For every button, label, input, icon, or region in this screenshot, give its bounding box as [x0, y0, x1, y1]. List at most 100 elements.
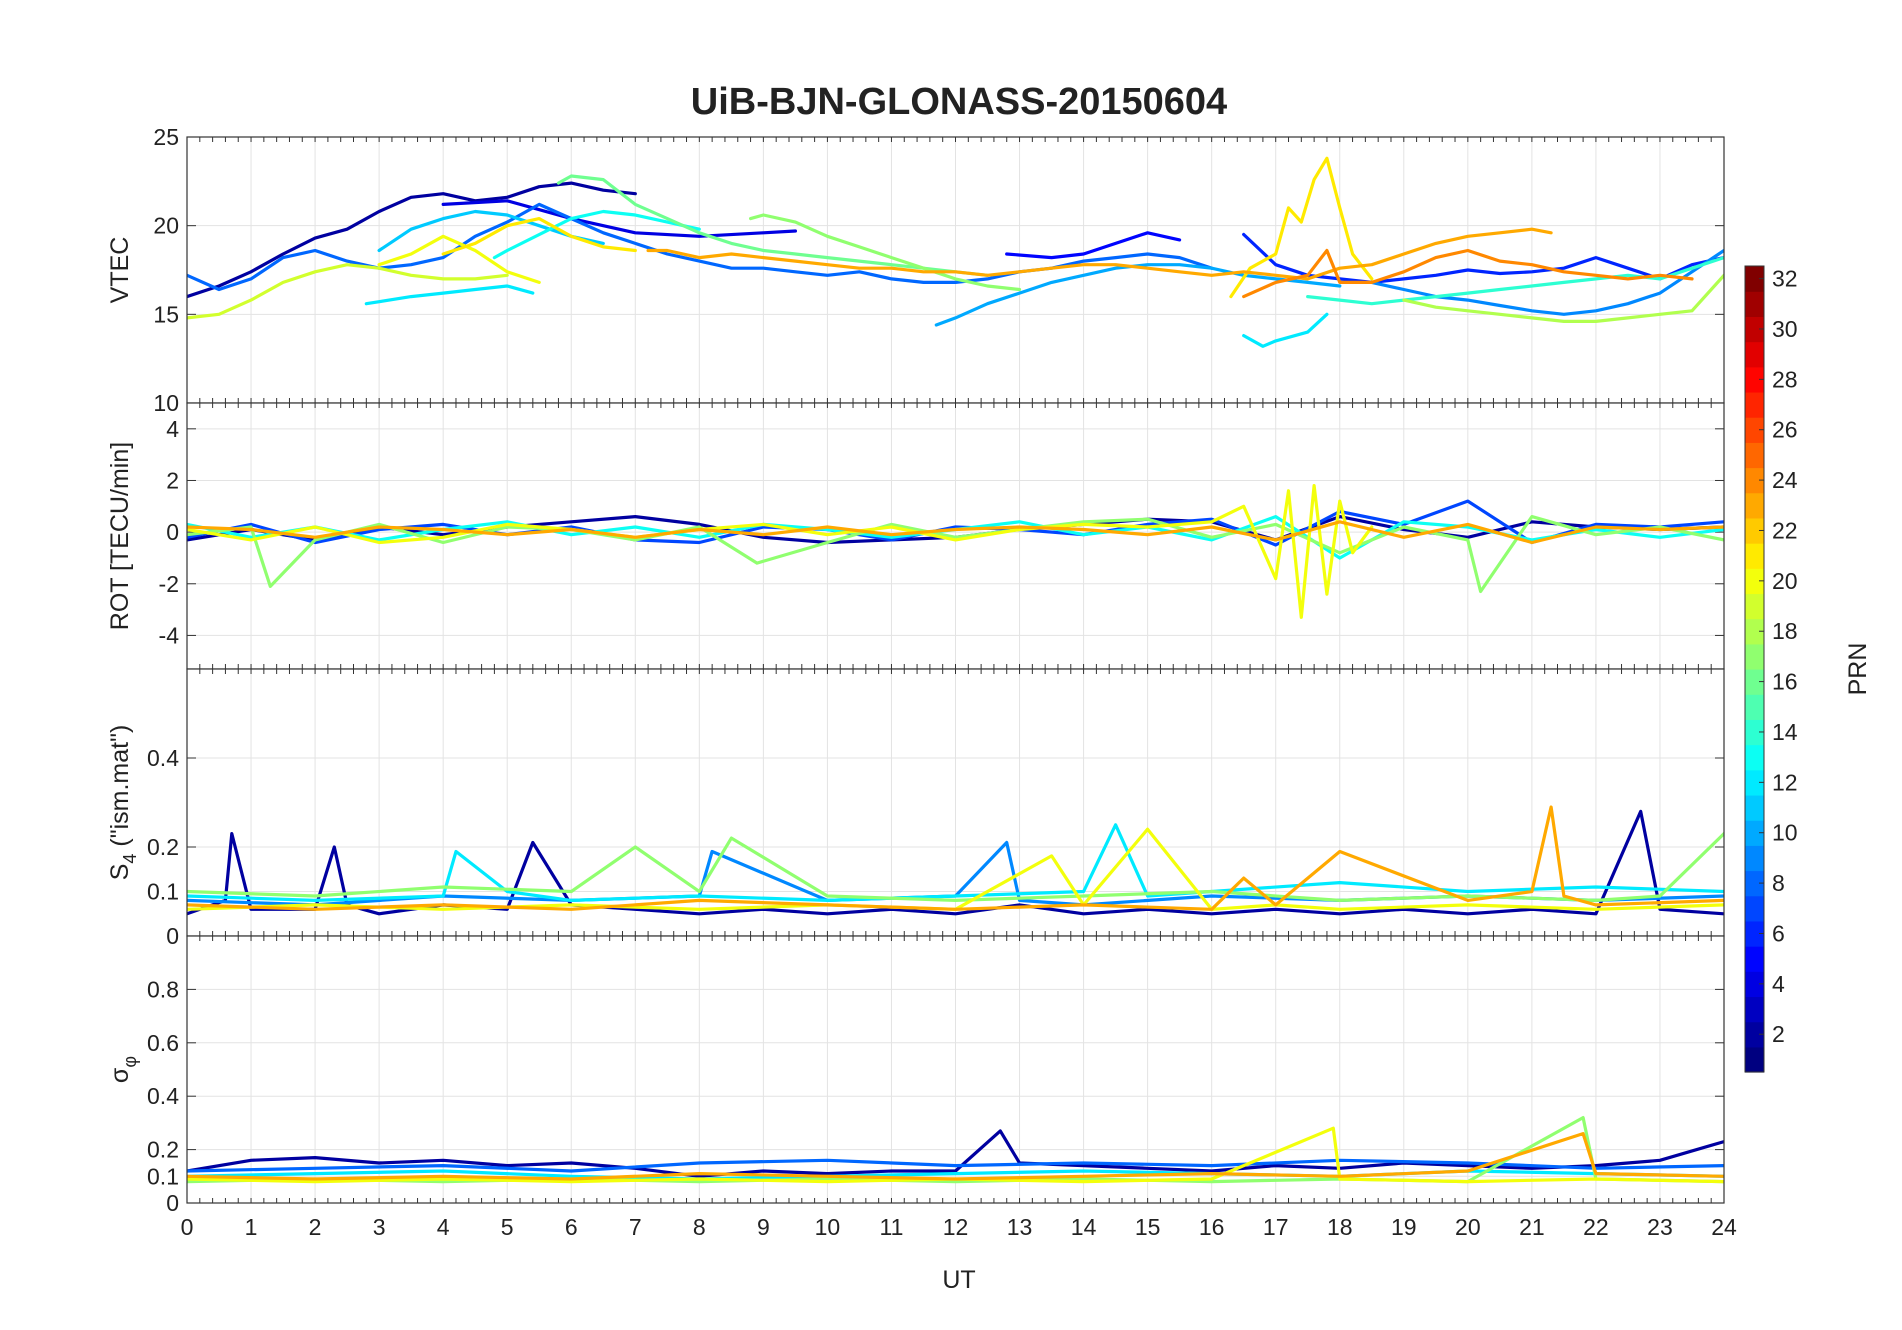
x-tick-label: 24 [1711, 1214, 1737, 1240]
x-tick-label: 9 [757, 1214, 770, 1240]
colorbar-swatch [1745, 694, 1764, 720]
colorbar-swatch [1745, 291, 1764, 317]
colorbar-swatch [1745, 618, 1764, 645]
series-group [187, 1115, 1724, 1184]
y-tick-label: 0.4 [147, 1083, 179, 1109]
colorbar-swatch [1745, 794, 1764, 821]
x-tick-label: 2 [309, 1214, 322, 1240]
series-line-prn-5 [1005, 231, 1182, 260]
colorbar-swatch [1745, 543, 1764, 569]
colorbar-swatch [1745, 920, 1764, 947]
series-line-prn-17 [187, 514, 1724, 594]
x-tick-label: 22 [1583, 1214, 1609, 1240]
colorbar-tick-label: 2 [1772, 1021, 1785, 1047]
x-tick-label: 7 [629, 1214, 642, 1240]
series-line-prn-2 [187, 181, 637, 299]
series-line-prn-23 [187, 805, 1724, 911]
series-line-prn-17 [187, 831, 1724, 903]
y-tick-label: 15 [153, 301, 179, 327]
series-line-prn-16 [556, 174, 990, 277]
colorbar-tick-label: 10 [1772, 820, 1798, 846]
x-tick-label: 8 [693, 1214, 706, 1240]
series-group [187, 156, 1724, 348]
y-tick-label: 0.1 [147, 1163, 179, 1189]
y-tick-label: 25 [153, 124, 179, 150]
colorbar-swatch [1745, 417, 1764, 443]
series-line-prn-2 [187, 1129, 1724, 1178]
x-tick-label: 16 [1199, 1214, 1225, 1240]
series-group [187, 805, 1724, 916]
colorbar-tick-label: 32 [1772, 266, 1798, 292]
series-line-prn-21 [1229, 156, 1374, 299]
x-tick-label: 12 [943, 1214, 969, 1240]
colorbar-swatch [1745, 492, 1764, 519]
series-line-prn-2 [187, 809, 1724, 916]
colorbar-swatch [1745, 593, 1764, 620]
colorbar-tick-label: 8 [1772, 870, 1785, 896]
colorbar-swatch [1745, 820, 1764, 846]
y-axis-label-sigma_phi: σφ [106, 1056, 140, 1083]
series-line-prn-8 [187, 1158, 1724, 1173]
series-line-prn-20 [187, 484, 1374, 619]
colorbar-swatch [1745, 517, 1764, 544]
x-tick-label: 13 [1007, 1214, 1033, 1240]
y-axis-label-rot: ROT [TECU/min] [106, 442, 134, 630]
y-tick-label: 0.1 [147, 879, 179, 905]
panel-sigma_phi: 00.10.2 0.4 0.6 0.8 σφ [106, 935, 1725, 1216]
y-tick-label: -4 [159, 622, 180, 648]
x-tick-label: 10 [815, 1214, 841, 1240]
colorbar-tick-label: 4 [1772, 971, 1785, 997]
series-line-prn-12 [187, 823, 1724, 903]
series-line-prn-20 [187, 1126, 1724, 1184]
colorbar-swatch [1745, 870, 1764, 897]
series-line-prn-12 [364, 284, 535, 306]
y-tick-label: 4 [166, 416, 179, 442]
colorbar-swatch [1745, 946, 1764, 972]
colorbar-swatch [1745, 391, 1764, 418]
colorbar-tick-label: 14 [1772, 719, 1798, 745]
x-tick-label: 23 [1647, 1214, 1673, 1240]
x-axis-label: UT [942, 1266, 975, 1294]
y-tick-label: 0 [166, 923, 179, 949]
y-tick-label: 0 [166, 1190, 179, 1216]
series-line-prn-24 [1242, 248, 1694, 299]
colorbar-swatch [1745, 266, 1764, 292]
x-tick-label: 20 [1455, 1214, 1481, 1240]
colorbar-swatch [1745, 845, 1764, 872]
series-group [187, 484, 1724, 619]
colorbar-swatch [1745, 316, 1764, 343]
colorbar-swatch [1745, 1046, 1764, 1073]
x-tick-label: 4 [437, 1214, 450, 1240]
series-line-prn-21 [441, 217, 637, 256]
colorbar-tick-label: 12 [1772, 769, 1798, 795]
colorbar-tick-label: 16 [1772, 669, 1798, 695]
y-axis-label-s4: S4 ("ism.mat") [106, 725, 140, 881]
y-tick-label: 0.4 [147, 745, 179, 771]
colorbar-frame [1744, 265, 1765, 1073]
colorbar-swatch [1745, 996, 1764, 1023]
colorbar-swatch [1745, 971, 1764, 998]
colorbar-swatch [1745, 366, 1764, 393]
colorbar-swatch [1745, 769, 1764, 796]
colorbar-tick-label: 28 [1772, 366, 1798, 392]
y-tick-label: 0.8 [147, 976, 179, 1002]
x-tick-label: 11 [880, 1214, 904, 1240]
y-axis-label-vtec: VTEC [106, 237, 134, 304]
panel-s4: 0 0.1 0.2 0.4 S4 ("ism.mat") [106, 668, 1725, 949]
colorbar-swatch [1745, 467, 1764, 494]
panel-rot: -4 -2 0 2 4 ROT [TECU/min] [106, 402, 1725, 670]
colorbar-label: PRN [1844, 643, 1872, 696]
series-line-prn-18 [1402, 273, 1724, 323]
colorbar-swatch [1745, 744, 1764, 771]
colorbar-tick-label: 20 [1772, 568, 1798, 594]
y-tick-label: 0 [166, 519, 179, 545]
colorbar-tick-label: 6 [1772, 920, 1785, 946]
x-tick-label: 18 [1327, 1214, 1353, 1240]
colorbar-swatch [1745, 568, 1764, 595]
y-tick-label: 10 [153, 390, 179, 416]
x-tick-label: 14 [1071, 1214, 1097, 1240]
y-tick-label: 2 [166, 467, 179, 493]
series-line-prn-9 [1370, 248, 1724, 316]
